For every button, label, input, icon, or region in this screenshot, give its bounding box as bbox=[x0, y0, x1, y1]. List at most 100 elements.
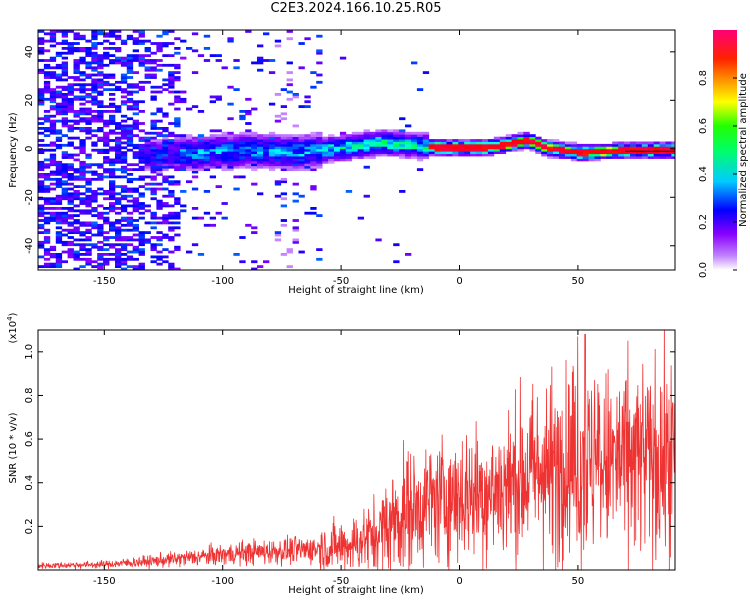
spectrogram-cell bbox=[351, 136, 359, 140]
spectrogram-cell bbox=[144, 61, 151, 65]
spectrogram-cell bbox=[103, 248, 110, 252]
spectrogram-cell bbox=[103, 124, 110, 128]
spectrogram-cell bbox=[61, 73, 69, 77]
spectrogram-cell bbox=[197, 168, 205, 172]
spectrogram-cell bbox=[38, 197, 45, 201]
spectrogram-cell bbox=[156, 257, 163, 261]
spectrogram-cell bbox=[168, 238, 175, 242]
spectrogram-cell bbox=[280, 163, 288, 167]
spectrogram-cell bbox=[606, 143, 613, 147]
colorbar: 0.00.20.40.60.8 Normalized spectral ampl… bbox=[698, 30, 749, 278]
spectrogram-cell bbox=[268, 71, 276, 75]
spectrogram-cell bbox=[150, 151, 157, 155]
spectrogram-cell bbox=[85, 187, 92, 191]
spectrogram-cell bbox=[298, 146, 305, 150]
spectrogram-cell bbox=[73, 112, 80, 116]
spectrogram-cell bbox=[79, 49, 86, 53]
spectrogram-cell bbox=[588, 148, 595, 152]
spectrogram-cell bbox=[156, 156, 163, 159]
spectrogram-cell bbox=[61, 163, 69, 167]
spectrogram-cell bbox=[120, 61, 128, 65]
spectrogram-cell bbox=[381, 131, 388, 135]
spectrogram-cell bbox=[452, 141, 459, 145]
spectrogram-cell bbox=[411, 139, 418, 142]
spectrogram-cell bbox=[120, 223, 128, 227]
spectrogram-cell bbox=[55, 90, 63, 94]
spectrogram-cell bbox=[416, 139, 424, 142]
spectrogram-cell bbox=[120, 63, 128, 67]
spectrogram-cell bbox=[85, 66, 92, 70]
spectrogram-cell bbox=[529, 146, 536, 150]
spectrogram-cell bbox=[304, 100, 311, 104]
spectrogram-cell bbox=[274, 233, 282, 237]
spectrogram-cell bbox=[209, 136, 217, 140]
spectrogram-cell bbox=[109, 73, 116, 77]
spectrogram-cell bbox=[138, 110, 145, 113]
spectrogram-cell bbox=[73, 42, 80, 45]
spectrogram-cell bbox=[115, 37, 122, 41]
spectrogram-cell bbox=[115, 127, 122, 130]
spectrogram-cell bbox=[292, 219, 299, 222]
spectrogram-cell bbox=[85, 262, 92, 266]
spectrogram-cell bbox=[168, 250, 175, 254]
spectrogram-cell bbox=[150, 66, 157, 70]
spectrogram-cell bbox=[126, 255, 134, 259]
spectrogram-cell bbox=[79, 238, 86, 242]
spectrogram-cell bbox=[310, 158, 317, 162]
spectrogram-cell bbox=[162, 153, 169, 157]
spectrogram-cell bbox=[49, 214, 57, 218]
spectrogram-cell bbox=[126, 211, 134, 215]
spectrogram-cell bbox=[227, 134, 234, 138]
spectrogram-cell bbox=[363, 153, 370, 157]
spectrogram-cell bbox=[79, 107, 86, 111]
spectrogram-cell bbox=[416, 141, 424, 145]
spectrogram-cell bbox=[85, 83, 92, 87]
spectrogram-cell bbox=[109, 207, 116, 210]
spectrogram-cell bbox=[659, 156, 666, 159]
spectrogram-cell bbox=[156, 165, 163, 169]
spectrogram-cell bbox=[588, 158, 595, 162]
spectrogram-cell bbox=[85, 194, 92, 198]
spectrogram-cell bbox=[381, 129, 388, 133]
spectrogram-cell bbox=[647, 156, 655, 159]
spectrogram-cell bbox=[215, 59, 222, 62]
spectrogram-cell bbox=[239, 236, 246, 239]
spectrogram-cell bbox=[85, 250, 92, 254]
spectrogram-cell bbox=[339, 153, 347, 157]
spectrogram-cell bbox=[209, 163, 217, 167]
spectrogram-cell bbox=[322, 141, 329, 145]
spectrogram-cell bbox=[138, 253, 145, 256]
spectrogram-cell bbox=[126, 134, 134, 138]
spectrogram-cell bbox=[405, 146, 412, 150]
spectrogram-cell bbox=[245, 223, 252, 227]
spectrogram-cell bbox=[186, 107, 193, 111]
spectrogram-cell bbox=[298, 158, 305, 162]
spectrogram-cell bbox=[227, 156, 234, 159]
spectrogram-cell bbox=[499, 146, 507, 150]
spectrogram-cell bbox=[126, 136, 134, 140]
spectrogram-cell bbox=[405, 139, 412, 142]
spectrogram-cell bbox=[328, 158, 335, 162]
spectrogram-cell bbox=[115, 236, 122, 239]
spectrogram-cell bbox=[79, 47, 86, 50]
spectrogram-cell bbox=[345, 136, 353, 140]
spectrogram-cell bbox=[61, 134, 69, 138]
spectrogram-cell bbox=[197, 148, 205, 152]
spectrogram-cell bbox=[286, 153, 293, 157]
spectrogram-cell bbox=[405, 143, 412, 147]
spectrogram-cell bbox=[115, 107, 122, 111]
spectrogram-cell bbox=[156, 110, 163, 113]
spectrogram-cell bbox=[322, 153, 329, 157]
spectrogram-cell bbox=[168, 226, 175, 230]
spectrogram-cell bbox=[115, 207, 122, 210]
spectrogram-cell bbox=[103, 34, 110, 38]
spectrogram-cell bbox=[49, 97, 57, 101]
spectrogram-cell bbox=[245, 136, 252, 140]
spectrogram-cell bbox=[505, 134, 513, 138]
spectrogram-cell bbox=[547, 153, 554, 157]
spectrogram-cell bbox=[257, 265, 264, 269]
spectrogram-cell bbox=[120, 228, 128, 232]
spectrogram-cell bbox=[115, 238, 122, 242]
spectrogram-cell bbox=[91, 88, 98, 92]
spectrogram-cell bbox=[49, 156, 57, 159]
